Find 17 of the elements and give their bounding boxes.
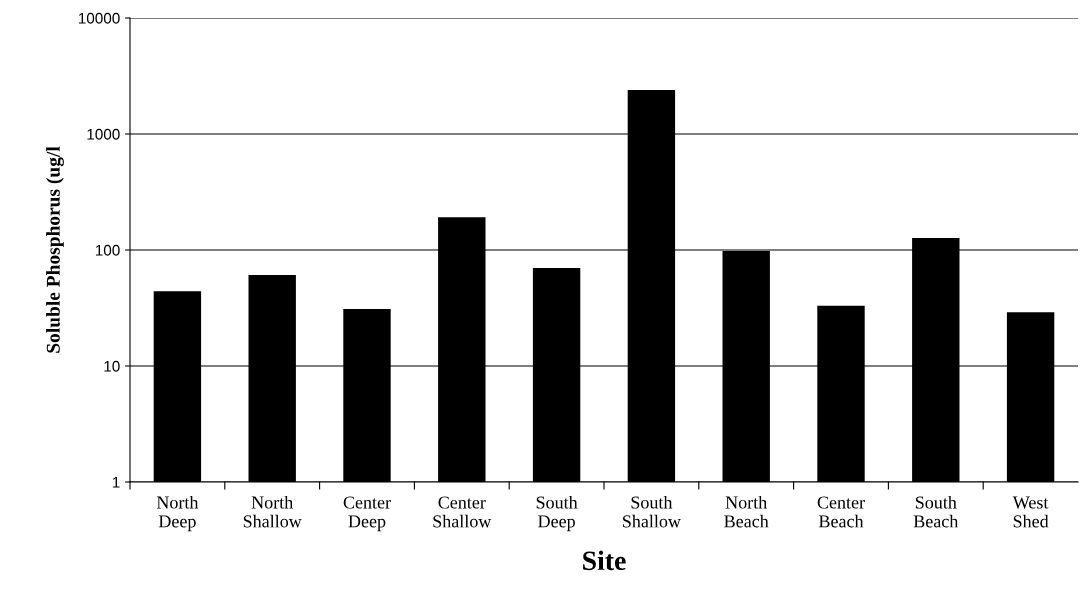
x-tick-label: Center Deep (343, 496, 391, 532)
y-tick-label: 1000 (87, 128, 120, 140)
x-tick-label: North Deep (156, 495, 199, 532)
x-tick-label: Center Shallow (433, 496, 492, 528)
y-tick-label: 10000 (78, 12, 120, 24)
x-tick-label: South Deep (536, 495, 578, 532)
x-tick-label: Center Beach (817, 496, 865, 528)
x-tick-label: South Shallow (623, 495, 681, 528)
x-axis-title: Site (583, 550, 626, 571)
y-tick-label: 1 (112, 477, 120, 488)
y-tick-label: 100 (95, 244, 120, 256)
x-tick-label: North Beach (724, 495, 769, 528)
x-tick-label: North Shallow (243, 495, 302, 528)
x-tick-label: West Shed (1012, 496, 1049, 528)
y-tick-label: 10 (104, 360, 120, 372)
x-tick-label: South Beach (913, 495, 959, 528)
y-axis-title: Soluble Phosphorus (ug/l (46, 146, 64, 353)
